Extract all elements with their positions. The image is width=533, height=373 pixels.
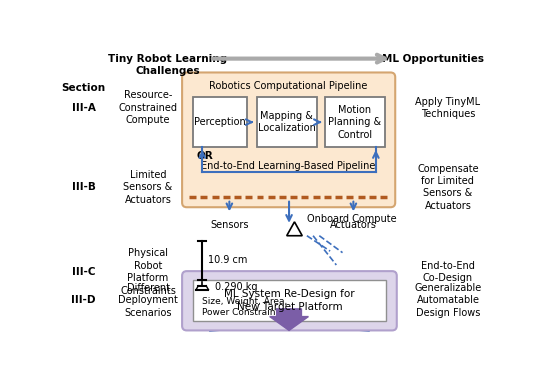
Text: III-C: III-C bbox=[72, 267, 95, 277]
Text: Section: Section bbox=[62, 83, 106, 93]
Text: Robotics Computational Pipeline: Robotics Computational Pipeline bbox=[209, 81, 368, 91]
Text: III-D: III-D bbox=[71, 295, 96, 305]
Text: Perception: Perception bbox=[194, 117, 246, 127]
Text: Sensors: Sensors bbox=[210, 220, 248, 230]
Text: Generalizable
Automatable
Design Flows: Generalizable Automatable Design Flows bbox=[414, 283, 481, 318]
Text: Motion
Planning &
Control: Motion Planning & Control bbox=[328, 105, 382, 140]
Text: Resource-
Constrained
Compute: Resource- Constrained Compute bbox=[118, 91, 177, 125]
Text: Tiny Robot Learning
Challenges: Tiny Robot Learning Challenges bbox=[108, 54, 227, 76]
Text: OR: OR bbox=[196, 151, 213, 162]
Text: Size, Weight, Area,
Power Constraints: Size, Weight, Area, Power Constraints bbox=[202, 297, 287, 317]
Text: Apply TinyML
Techniques: Apply TinyML Techniques bbox=[415, 97, 480, 119]
Text: ML System Re-Design for
New Target Platform: ML System Re-Design for New Target Platf… bbox=[224, 289, 355, 312]
Bar bbox=[268, 341, 307, 372]
FancyArrow shape bbox=[270, 309, 309, 330]
Text: Actuators: Actuators bbox=[330, 220, 377, 230]
Text: Compensate
for Limited
Sensors &
Actuators: Compensate for Limited Sensors & Actuato… bbox=[417, 164, 479, 211]
Bar bbox=[325, 97, 385, 147]
Text: Different
Deployment
Scenarios: Different Deployment Scenarios bbox=[118, 283, 178, 318]
FancyBboxPatch shape bbox=[182, 271, 397, 330]
Text: Mapping &
Localization: Mapping & Localization bbox=[258, 111, 316, 133]
Bar bbox=[333, 341, 375, 372]
Bar bbox=[193, 97, 247, 147]
Text: Onboard Compute: Onboard Compute bbox=[307, 214, 397, 224]
Text: Limited
Sensors &
Actuators: Limited Sensors & Actuators bbox=[123, 170, 173, 205]
Bar bbox=[193, 280, 386, 321]
Text: 10.9 cm: 10.9 cm bbox=[208, 256, 248, 265]
Text: ML Opportunities: ML Opportunities bbox=[382, 54, 484, 64]
Text: III-A: III-A bbox=[72, 103, 95, 113]
Bar bbox=[256, 97, 317, 147]
Text: III-B: III-B bbox=[72, 182, 95, 192]
Text: Physical
Robot
Platform
Constraints: Physical Robot Platform Constraints bbox=[120, 248, 176, 295]
Text: End-to-End Learning-Based Pipeline: End-to-End Learning-Based Pipeline bbox=[201, 161, 376, 171]
FancyBboxPatch shape bbox=[182, 72, 395, 207]
Bar bbox=[201, 341, 241, 372]
Text: End-to-End
Co-Design: End-to-End Co-Design bbox=[421, 261, 475, 283]
Text: 0.290 kg: 0.290 kg bbox=[215, 282, 257, 292]
